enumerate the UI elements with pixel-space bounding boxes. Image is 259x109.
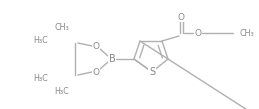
Text: O: O xyxy=(92,42,99,50)
Text: O: O xyxy=(92,67,99,77)
Text: H₃C: H₃C xyxy=(33,73,48,83)
Text: O: O xyxy=(177,13,184,21)
Text: O: O xyxy=(195,28,202,37)
Text: CH₃: CH₃ xyxy=(240,28,255,37)
Text: CH₃: CH₃ xyxy=(55,22,69,32)
Text: S: S xyxy=(149,67,155,77)
Text: B: B xyxy=(109,54,115,64)
Text: H₃C: H₃C xyxy=(33,36,48,44)
Text: H₃C: H₃C xyxy=(55,87,69,95)
